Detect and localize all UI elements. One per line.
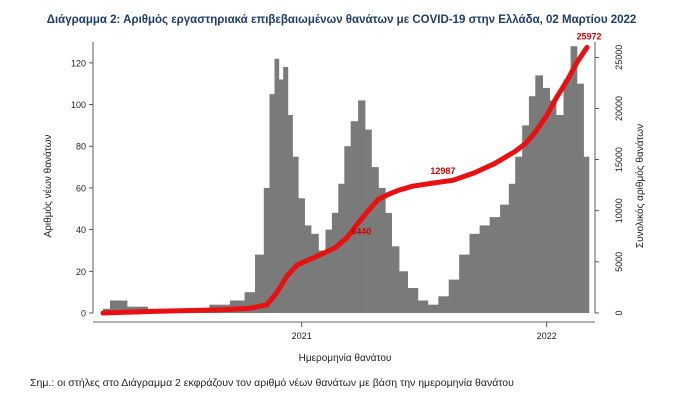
- bar: [269, 94, 275, 313]
- y-tick-label: 60: [76, 183, 86, 193]
- x-axis-ticks: 2021 2022: [292, 322, 557, 341]
- bar: [399, 271, 408, 313]
- bar: [570, 46, 578, 313]
- bar: [515, 156, 523, 313]
- bar: [325, 229, 333, 313]
- bar: [391, 246, 400, 313]
- y-tick-label: 40: [76, 225, 86, 235]
- bar: [287, 115, 293, 313]
- y2-axis-label: Συνολικός αριθμός θανάτων: [634, 124, 646, 248]
- bar: [583, 156, 590, 313]
- cumulative-line: [100, 44, 590, 316]
- x-tick-label: 2021: [292, 331, 312, 341]
- y-tick-label: 20: [76, 267, 86, 277]
- bar: [278, 79, 284, 313]
- y2-tick-label: 10000: [614, 198, 624, 223]
- bar: [318, 250, 326, 313]
- y-axis-ticks: 0 20 40 60 80 100 120: [71, 58, 93, 319]
- bar: [311, 233, 319, 313]
- line-annotation: 6440: [351, 226, 371, 236]
- bar: [542, 87, 550, 314]
- bar: [508, 183, 516, 313]
- bar: [448, 279, 460, 313]
- bar: [576, 83, 584, 313]
- plot-area: 0 20 40 60 80 100 120 0 5000 10000 15000 20000 2500…: [71, 31, 624, 341]
- y-axis-label: Αριθμός νέων θανάτων: [42, 135, 54, 238]
- bar: [371, 167, 379, 313]
- bars-series: [103, 46, 590, 314]
- bar: [244, 292, 256, 313]
- y2-tick-label: 0: [614, 310, 624, 315]
- y-tick-label: 100: [71, 100, 86, 110]
- bar: [479, 225, 490, 313]
- bar: [255, 254, 264, 313]
- bar: [350, 121, 359, 313]
- bar: [292, 156, 299, 313]
- bar: [365, 129, 372, 313]
- bar: [274, 58, 280, 314]
- y2-axis-ticks: 0 5000 10000 15000 20000 25000: [595, 45, 624, 316]
- bar: [563, 79, 571, 313]
- bar: [283, 67, 289, 313]
- bar: [378, 187, 386, 313]
- bar: [427, 304, 439, 313]
- cumulative-line-series: [100, 44, 590, 316]
- footnote: Σημ.: οι στήλες στο Διάγραμμα 2 εκφράζου…: [30, 377, 514, 389]
- bar: [344, 146, 351, 313]
- bar: [459, 254, 470, 313]
- y2-tick-label: 25000: [614, 45, 624, 70]
- bar: [556, 115, 564, 313]
- annotations: 6440 12987 25972: [351, 31, 601, 236]
- bar: [417, 300, 429, 313]
- bar: [338, 183, 345, 313]
- bar: [407, 288, 419, 313]
- y2-tick-label: 20000: [614, 96, 624, 121]
- bar: [500, 204, 510, 313]
- bar: [358, 100, 366, 314]
- bar: [549, 100, 557, 314]
- y-tick-label: 120: [71, 58, 86, 68]
- x-axis-label: Ημερομηνία θανάτου: [299, 352, 392, 364]
- bar: [298, 198, 305, 313]
- bar: [438, 296, 449, 313]
- y-tick-label: 80: [76, 142, 86, 152]
- line-annotation: 12987: [430, 166, 455, 176]
- bar: [263, 187, 270, 313]
- bar: [469, 233, 480, 313]
- bar: [528, 96, 536, 313]
- x-tick-label: 2022: [537, 331, 557, 341]
- y2-tick-label: 15000: [614, 147, 624, 172]
- bar: [522, 125, 530, 314]
- y-tick-label: 0: [81, 309, 86, 319]
- bar: [489, 217, 501, 313]
- y2-tick-label: 5000: [614, 252, 624, 272]
- bar: [535, 75, 543, 314]
- line-annotation: 25972: [576, 31, 601, 41]
- bar: [304, 225, 312, 313]
- chart-title: Διάγραμμα 2: Αριθμός εργαστηριακά επιβεβ…: [46, 14, 637, 26]
- bar: [385, 212, 392, 313]
- bar: [331, 212, 339, 313]
